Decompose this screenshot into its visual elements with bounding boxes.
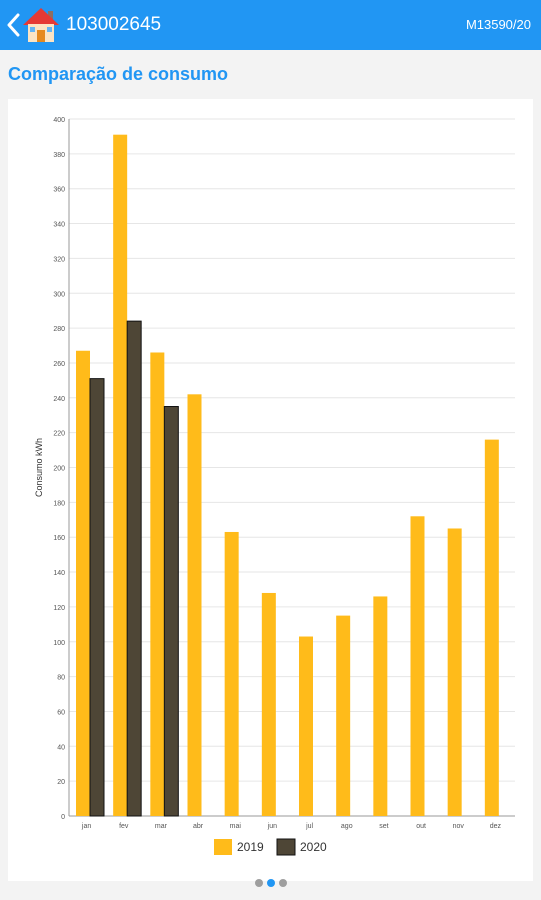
bar-2019-nov [447, 528, 462, 816]
legend-swatch-2020 [276, 838, 296, 856]
y-tick-label: 80 [57, 675, 65, 682]
chevron-left-icon [7, 13, 20, 37]
account-number: 103002645 [66, 14, 162, 35]
x-tick-label: jul [305, 823, 313, 830]
bar-2019-out [410, 516, 425, 816]
bar-2020-jan [89, 378, 105, 817]
x-tick-label: fev [119, 823, 129, 830]
y-axis-label: Consumo kWh [34, 438, 44, 497]
bar-2019-ago [336, 615, 351, 816]
y-tick-label: 360 [53, 187, 65, 194]
x-tick-label: mai [230, 823, 242, 830]
y-tick-label: 0 [61, 814, 65, 821]
bar-2019-jul [299, 636, 313, 816]
bar-2019-dez [484, 439, 499, 816]
y-tick-label: 260 [53, 361, 65, 368]
y-tick-label: 180 [53, 500, 65, 507]
bar-2019-mar [150, 352, 165, 816]
y-tick-label: 280 [53, 326, 65, 333]
page-title: Comparação de consumo [8, 64, 229, 84]
y-tick-label: 320 [53, 256, 65, 263]
x-tick-label: ago [341, 823, 353, 830]
y-tick-label: 240 [53, 396, 65, 403]
y-tick-label: 20 [57, 779, 65, 786]
y-tick-label: 40 [57, 744, 65, 751]
x-tick-label: jan [81, 823, 91, 830]
page-indicator [0, 879, 541, 889]
x-tick-label: jun [267, 823, 277, 830]
home-button[interactable] [21, 5, 61, 45]
x-tick-label: mar [155, 823, 168, 830]
app-header: 103002645 M13590/20 [0, 0, 541, 50]
y-tick-label: 160 [53, 535, 65, 542]
page-dot[interactable] [266, 879, 275, 887]
bar-2019-set [373, 596, 388, 816]
page-dot[interactable] [278, 879, 287, 887]
chart-card: 0 20 40 60 80 100 120 140 160 180 200 220 240 260 280 3… [8, 99, 533, 881]
consumption-chart: 0 20 40 60 80 100 120 140 160 180 200 220 240 260 280 3… [34, 117, 515, 856]
x-tick-label: out [416, 823, 426, 830]
meter-code: M13590/20 [465, 17, 531, 32]
bar-2019-jun [261, 592, 276, 816]
legend-label: 2020 [300, 840, 327, 854]
back-button[interactable] [2, 9, 24, 41]
x-tick-label: nov [453, 823, 465, 830]
bar-2019-fev [113, 134, 128, 816]
x-tick-label: dez [490, 823, 502, 830]
bar-2020-fev [126, 320, 142, 817]
y-tick-label: 340 [53, 222, 65, 229]
bar-2019-mai [224, 531, 239, 816]
y-tick-label: 140 [53, 570, 65, 577]
bar-2020-mar [163, 406, 179, 817]
y-tick-label: 220 [53, 431, 65, 438]
legend-label: 2019 [237, 840, 264, 854]
y-tick-label: 300 [53, 291, 65, 298]
y-tick-label: 400 [53, 117, 65, 124]
y-tick-label: 120 [53, 605, 65, 612]
legend-swatch-2019 [214, 839, 232, 855]
y-tick-label: 100 [53, 640, 65, 647]
y-tick-label: 60 [57, 709, 65, 716]
page-dot[interactable] [254, 879, 263, 887]
bar-2019-abr [187, 394, 202, 816]
x-tick-label: set [379, 823, 388, 830]
x-tick-label: abr [193, 823, 204, 830]
y-tick-label: 200 [53, 466, 65, 473]
bar-2019-jan [76, 350, 90, 816]
home-icon [23, 8, 59, 42]
y-tick-label: 380 [53, 152, 65, 159]
